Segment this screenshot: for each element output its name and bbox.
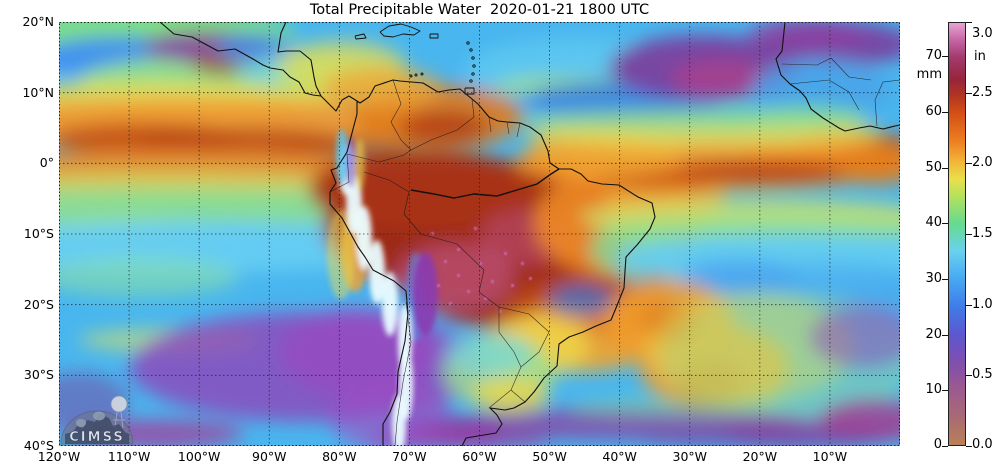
colorbar-tick-mm — [942, 56, 948, 58]
central-america-coast — [159, 22, 358, 112]
colorbar-tick-in — [966, 234, 972, 235]
colorbar-label-mm: 10 — [925, 382, 942, 398]
colorbar-tick-mm — [942, 390, 948, 392]
colorbar-tick-mm — [942, 446, 948, 447]
colorbar-label-mm: 70 — [925, 48, 942, 64]
lon-tick-label: 70°W — [392, 449, 427, 464]
colorbar-tick-mm — [942, 167, 948, 169]
cimss-logo: CIMSS — [60, 395, 134, 445]
lon-tick-label: 20°W — [742, 449, 778, 464]
south-america-coast — [329, 79, 656, 446]
colorbar-tick-mm — [942, 223, 948, 225]
africa-coast — [775, 22, 900, 132]
colorbar-label-in: 1.0 — [972, 296, 993, 312]
logo-globe-icon — [110, 395, 128, 413]
coastlines — [159, 22, 900, 446]
colorbar-label-mm: 40 — [925, 215, 942, 231]
graticule — [59, 22, 900, 446]
colorbar-tick-mm — [942, 334, 948, 336]
colorbar-tick-in — [966, 92, 972, 94]
colorbar-label-in: 0.5 — [972, 367, 993, 383]
lat-tick-label: 40°S — [23, 438, 54, 453]
lon-tick-label: 120°W — [37, 449, 81, 464]
colorbar-tick-in — [966, 446, 972, 447]
page-title: Total Precipitable Water 2020-01-21 1800… — [309, 2, 650, 18]
lon-tick-label: 90°W — [251, 449, 287, 464]
colorbar-label-in: 0.0 — [972, 437, 993, 452]
colorbar-tick-in — [966, 304, 972, 306]
colorbar-label-in: 3.0 — [972, 26, 993, 41]
lon-tick-label: 50°W — [532, 449, 567, 464]
logo-text: CIMSS — [69, 430, 124, 445]
colorbar-label-mm: 60 — [925, 104, 942, 120]
logo-dish-icon — [93, 411, 105, 421]
colorbar: 0 10 20 30 40 50 60 70 0.0 0.5 1.0 1.5 2.0 2.5 3.0 mm … — [900, 0, 1000, 470]
colorbar-tick-in — [966, 22, 972, 23]
lon-tick-label: 100°W — [177, 449, 221, 464]
colorbar-label-mm: 0 — [933, 437, 942, 452]
colorbar-label-mm: 50 — [925, 159, 942, 175]
map-border — [59, 22, 900, 446]
colorbar-tick-in — [966, 163, 972, 165]
map-plot: CIMSS — [59, 22, 900, 446]
lat-tick-label: 10°S — [23, 226, 54, 241]
colorbar-label-mm: 20 — [925, 326, 942, 342]
colorbar-unit-mm: mm — [916, 67, 942, 83]
lon-tick-label: 60°W — [462, 449, 497, 464]
lat-tick-label: 10°N — [22, 84, 54, 100]
lesser-antilles — [409, 41, 476, 83]
logo-dish-icon — [76, 419, 86, 427]
lon-tick-label: 110°W — [107, 449, 151, 464]
caribbean-islands — [354, 23, 475, 95]
lon-tick-label: 80°W — [322, 449, 357, 464]
amazon-river — [410, 168, 560, 199]
colorbar-label-in: 2.5 — [972, 84, 993, 100]
lat-tick-label: 20°N — [22, 14, 54, 29]
lon-tick-label: 30°W — [672, 449, 708, 464]
lon-tick-label: 40°W — [602, 449, 637, 464]
lon-tick-label: 10°W — [812, 449, 848, 464]
tpw-map-svg: CIMSS — [59, 22, 900, 446]
lat-tick-label: 20°S — [23, 296, 54, 312]
colorbar-label-mm: 30 — [925, 271, 942, 287]
lat-tick-label: 0° — [39, 155, 54, 171]
lat-tick-label: 30°S — [23, 367, 54, 383]
colorbar-label-in: 2.0 — [972, 155, 993, 171]
logo-dishes-silhouette — [65, 414, 129, 444]
colorbar-tick-mm — [942, 279, 948, 281]
colorbar-gradient — [948, 22, 966, 446]
amazon-speckles — [431, 227, 532, 313]
colorbar-label-in: 1.5 — [972, 226, 993, 241]
colorbar-tick-in — [966, 375, 972, 377]
country-borders — [329, 57, 900, 446]
colorbar-tick-mm — [942, 112, 948, 114]
colorbar-unit-in: in — [974, 49, 986, 64]
